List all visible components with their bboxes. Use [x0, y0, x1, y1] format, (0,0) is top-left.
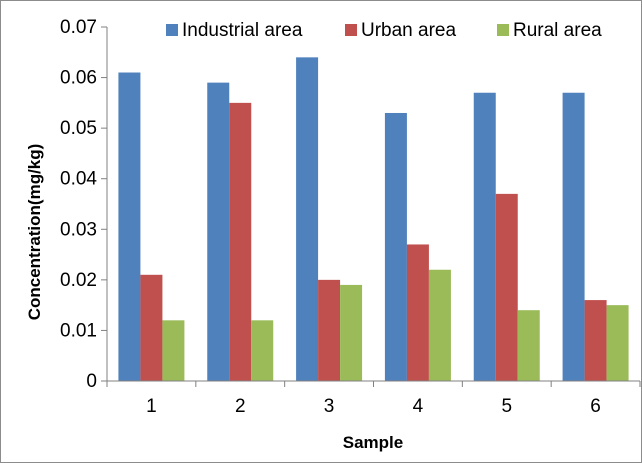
bar-rural-area	[162, 320, 185, 381]
y-axis-title: Concentration(mg/kg)	[25, 144, 44, 321]
legend-label: Industrial area	[182, 20, 303, 41]
x-tick-label: 1	[146, 396, 157, 417]
y-tick-label: 0.07	[60, 17, 97, 38]
bar-rural-area	[517, 310, 540, 381]
x-axis-ticks: 1 2 3 4 5 6	[106, 381, 641, 417]
bar-industrial-area	[296, 57, 319, 381]
legend-swatch	[166, 24, 178, 36]
bar-rural-area	[340, 284, 363, 381]
x-tick-label: 6	[590, 396, 601, 417]
legend: Industrial area Urban area Rural area	[166, 20, 602, 41]
bar-rural-area	[428, 269, 451, 381]
x-tick-label: 5	[501, 396, 512, 417]
x-tick-label: 4	[413, 396, 424, 417]
y-tick-label: 0.05	[60, 118, 97, 139]
x-tick-label: 3	[324, 396, 335, 417]
legend-swatch	[497, 24, 509, 36]
y-tick-label: 0.06	[60, 68, 97, 89]
y-tick-label: 0	[86, 371, 97, 392]
x-tick-label: 2	[235, 396, 246, 417]
bar-urban-area	[406, 244, 429, 381]
bar-urban-area	[584, 300, 607, 381]
y-tick-label: 0.03	[60, 219, 97, 240]
y-tick-label: 0.01	[60, 320, 97, 341]
bar-industrial-area	[207, 82, 230, 381]
legend-swatch	[345, 24, 357, 36]
bar-urban-area	[318, 279, 341, 381]
bars	[118, 57, 629, 381]
bar-urban-area	[140, 274, 163, 381]
y-tick-label: 0.04	[60, 169, 97, 190]
bar-industrial-area	[118, 72, 141, 381]
bar-industrial-area	[473, 92, 496, 381]
axes	[106, 27, 640, 382]
bar-rural-area	[606, 305, 629, 381]
y-tick-label: 0.02	[60, 270, 97, 291]
bar-rural-area	[251, 320, 274, 381]
legend-label: Urban area	[361, 20, 456, 41]
x-axis-title: Sample	[343, 433, 403, 452]
bar-industrial-area	[384, 112, 407, 381]
bar-urban-area	[229, 102, 252, 381]
legend-label: Rural area	[513, 20, 602, 41]
bar-urban-area	[495, 193, 518, 381]
y-axis-ticks: 0 0.01 0.02 0.03 0.04 0.05 0.06 0.07	[60, 17, 107, 392]
bar-industrial-area	[562, 92, 585, 381]
